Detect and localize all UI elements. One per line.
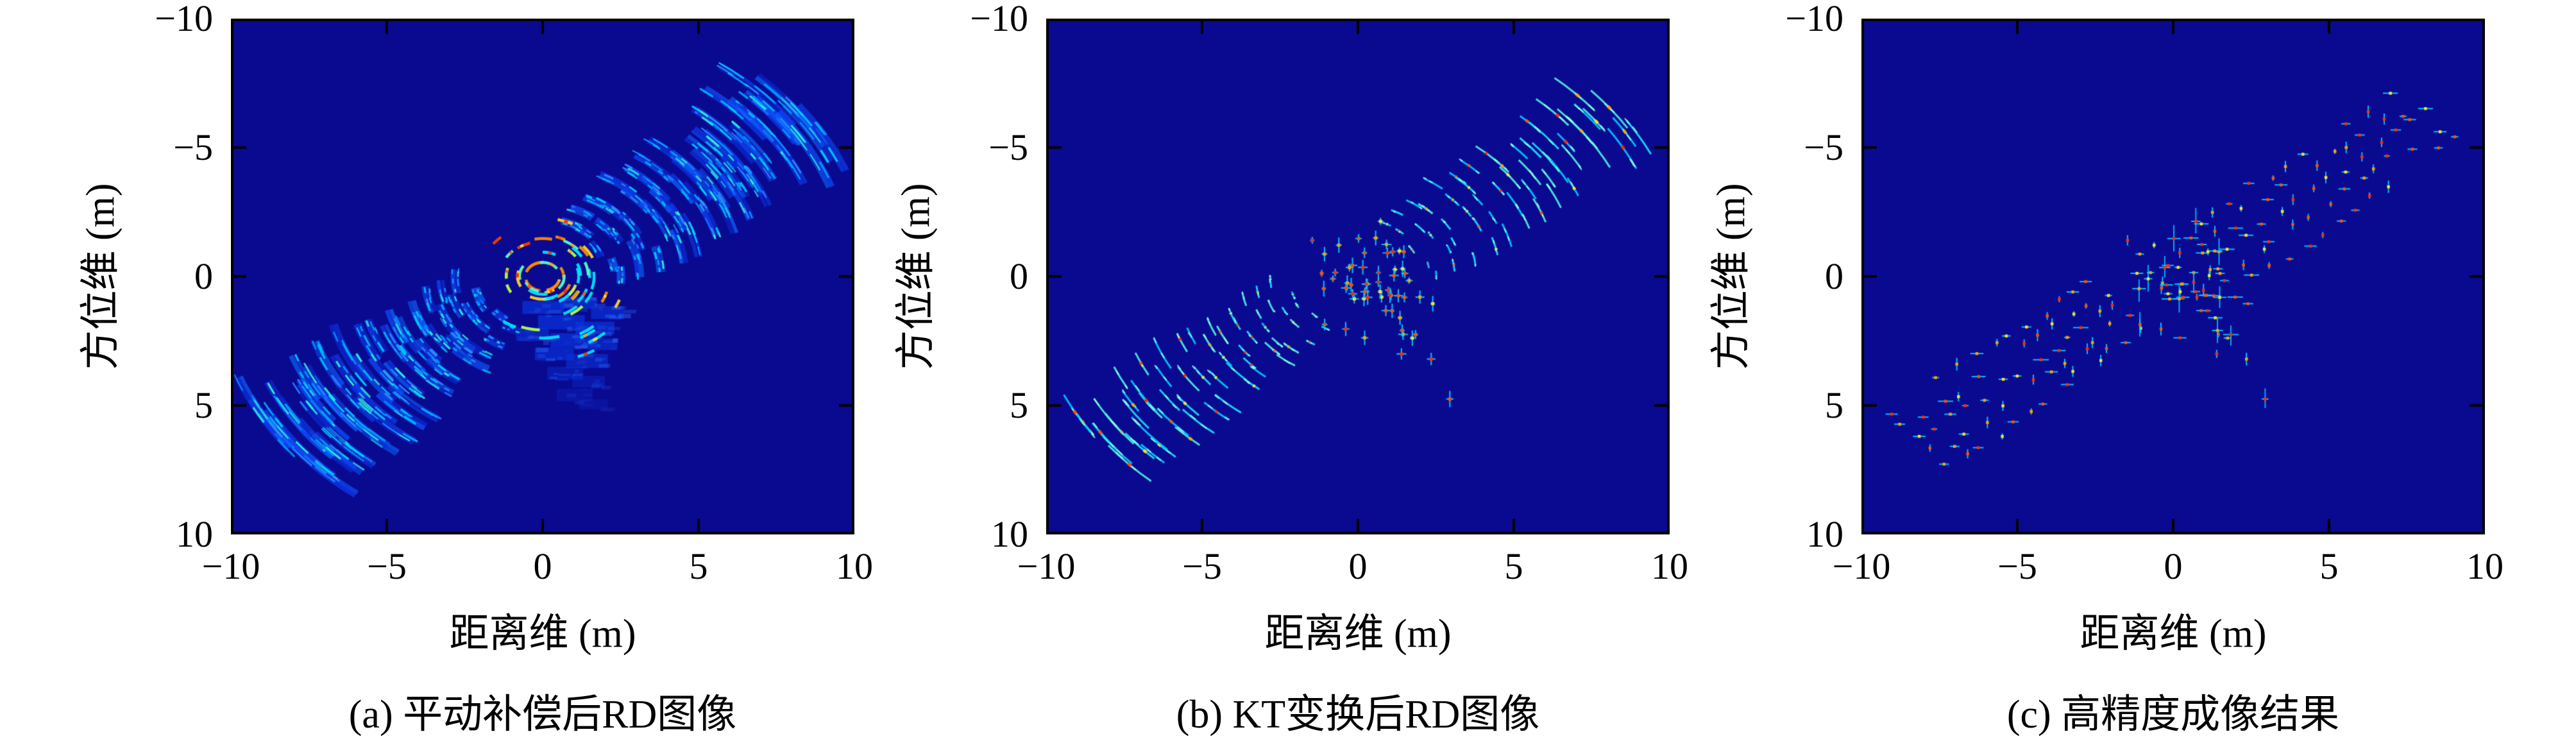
x-tick-label: 0 (2164, 545, 2183, 587)
x-tick-label: 0 (1348, 545, 1368, 587)
y-tick-label: −10 (1785, 0, 1843, 39)
y-tick-label: −5 (1804, 126, 1843, 168)
x-tick-label: 10 (2466, 545, 2504, 587)
y-tick-label: 10 (1806, 513, 1843, 555)
x-tick-label: −5 (1997, 545, 2037, 587)
x-tick-label: −5 (367, 545, 407, 587)
y-tick-label: 0 (1825, 255, 1843, 297)
x-axis-label: 距离维 (m) (2080, 612, 2267, 656)
y-tick-label: −10 (970, 0, 1028, 39)
x-axis-label: 距离维 (m) (449, 612, 636, 656)
y-tick-label: 5 (1010, 384, 1028, 426)
x-tick-label: −10 (1832, 545, 1891, 587)
panel-a: 方位维 (m) −10 −5 0 5 10 −10 −5 0 5 10 距离维 … (0, 0, 945, 750)
panel-c: 方位维 (m) −10 −5 0 5 10 −10 −5 0 5 10 距离维 … (1631, 0, 2576, 750)
x-tick-label: 5 (689, 545, 708, 587)
x-tick-label: −5 (1182, 545, 1222, 587)
x-tick-label: 5 (2319, 545, 2339, 587)
y-tick-label: −5 (988, 126, 1028, 168)
y-tick-label: 10 (991, 513, 1028, 555)
y-tick-label: 5 (194, 384, 213, 426)
plot-canvas-c (1861, 19, 2485, 534)
x-tick-label: 0 (533, 545, 552, 587)
x-tick-label: −10 (1017, 545, 1076, 587)
y-tick-label: 5 (1825, 384, 1843, 426)
panel-b: 方位维 (m) −10 −5 0 5 10 −10 −5 0 5 10 距离维 … (815, 0, 1761, 750)
panel-caption-b: (b) KT变换后RD图像 (1176, 693, 1540, 737)
panel-caption-c: (c) 高精度成像结果 (2006, 693, 2340, 737)
panel-caption-a: (a) 平动补偿后RD图像 (348, 693, 737, 737)
plot-canvas-a (231, 19, 854, 534)
x-tick-label: 5 (1504, 545, 1523, 587)
y-tick-label: 0 (194, 255, 213, 297)
plot-canvas-b (1046, 19, 1670, 534)
x-tick-label: −10 (201, 545, 260, 587)
y-tick-label: −5 (173, 126, 213, 168)
x-tick-label: 10 (1651, 545, 1688, 587)
x-tick-label: 10 (836, 545, 873, 587)
y-tick-label: −10 (155, 0, 213, 39)
x-axis-label: 距离维 (m) (1264, 612, 1452, 656)
y-tick-label: 0 (1010, 255, 1028, 297)
y-tick-label: 10 (176, 513, 213, 555)
